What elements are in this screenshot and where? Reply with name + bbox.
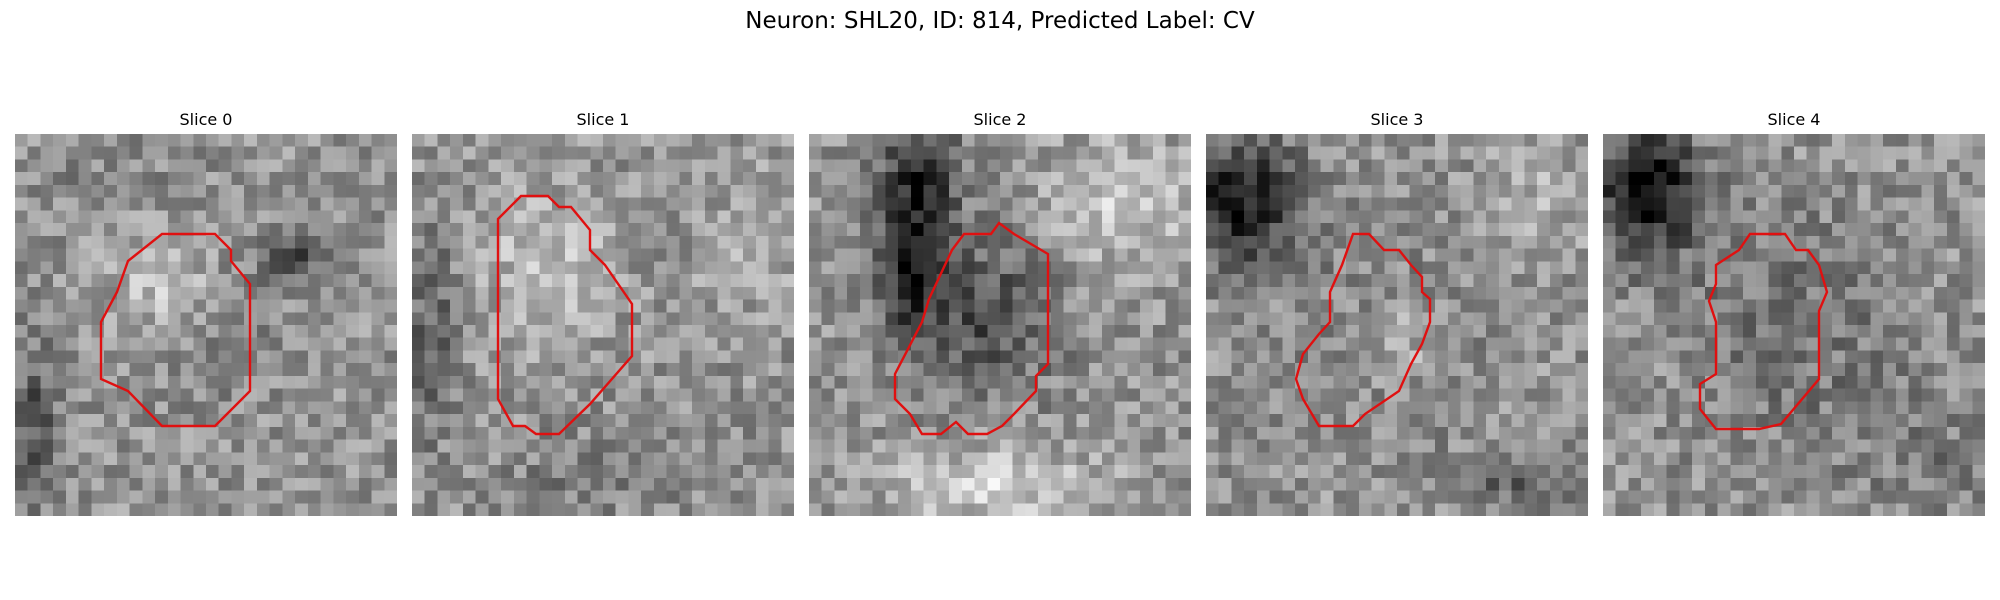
- slice-panel-4: Slice 4: [1603, 108, 1985, 516]
- slice-title: Slice 4: [1767, 110, 1821, 129]
- roi-contour: [99, 232, 252, 428]
- slice-panel-0: Slice 0: [15, 108, 397, 516]
- roi-contour-svg: [496, 194, 634, 436]
- roi-contour: [893, 221, 1050, 436]
- slice-title: Slice 1: [576, 110, 630, 129]
- slice-image: [809, 134, 1191, 516]
- slice-panel-2: Slice 2: [809, 108, 1191, 516]
- roi-contour: [496, 194, 634, 436]
- slice-image: [412, 134, 794, 516]
- slice-image: [1603, 134, 1985, 516]
- roi-contour: [1294, 232, 1432, 428]
- roi-contour-svg: [99, 232, 252, 428]
- slice-image: [15, 134, 397, 516]
- slice-title: Slice 2: [973, 110, 1027, 129]
- roi-contour-svg: [893, 221, 1050, 436]
- roi-contour-svg: [1294, 232, 1432, 428]
- roi-contour-svg: [1698, 232, 1829, 431]
- slice-panel-3: Slice 3: [1206, 108, 1588, 516]
- slice-title: Slice 3: [1370, 110, 1424, 129]
- slice-panel-1: Slice 1: [412, 108, 794, 516]
- slice-title: Slice 0: [179, 110, 233, 129]
- roi-contour: [1698, 232, 1829, 431]
- figure-title: Neuron: SHL20, ID: 814, Predicted Label:…: [745, 8, 1255, 34]
- slice-image: [1206, 134, 1588, 516]
